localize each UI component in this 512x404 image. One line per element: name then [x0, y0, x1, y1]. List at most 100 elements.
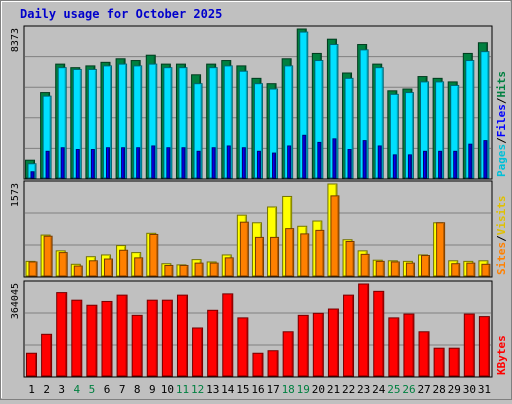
bar-sites-body — [73, 265, 83, 277]
bar-pages-day-17 — [272, 152, 277, 179]
chart-title: Daily usage for October 2025 — [20, 7, 222, 21]
bar-sites-day-26 — [405, 262, 415, 277]
bar-sites-day-8 — [134, 257, 144, 277]
bar-kbytes-day-19 — [297, 314, 309, 377]
x-tick-label-day-24: 24 — [372, 383, 386, 396]
bar-pages-day-13 — [211, 147, 216, 179]
bar-kbytes-day-10 — [161, 299, 173, 377]
bar-sites-day-31 — [481, 263, 491, 277]
bar-kbytes-day-26 — [403, 313, 415, 377]
bar-kbytes-body — [161, 299, 173, 377]
bar-kbytes-body — [297, 314, 309, 377]
bar-kbytes-body — [282, 331, 294, 377]
bar-pages-day-22 — [347, 149, 352, 179]
bar-sites-body — [390, 261, 400, 277]
bar-sites-body — [103, 258, 113, 277]
x-tick-label-day-11: 11 — [176, 383, 189, 396]
bar-sites-day-27 — [421, 255, 431, 277]
bar-sites-day-4 — [73, 265, 83, 277]
bar-kbytes-day-22 — [343, 294, 355, 377]
x-tick-label-day-21: 21 — [327, 383, 340, 396]
bar-kbytes-body — [312, 312, 324, 377]
bar-kbytes-day-9 — [146, 299, 158, 377]
y-axis-label-part: Sites — [495, 242, 508, 275]
bar-kbytes-body — [56, 292, 68, 377]
bar-sites-day-16 — [254, 236, 264, 277]
bar-sites-body — [345, 240, 355, 277]
bar-kbytes-body — [131, 314, 143, 377]
x-tick-label-day-28: 28 — [433, 383, 446, 396]
x-tick-label-day-25: 25 — [387, 383, 400, 396]
y-max-label: 8373 — [10, 28, 21, 52]
bar-kbytes-body — [478, 316, 490, 377]
bar-kbytes-body — [373, 290, 385, 377]
bar-sites-day-13 — [209, 262, 219, 277]
bar-pages-day-14 — [226, 145, 231, 179]
bar-kbytes-day-29 — [448, 347, 460, 377]
bar-pages-day-5 — [90, 149, 95, 179]
bar-kbytes-body — [176, 294, 188, 377]
x-tick-label-day-14: 14 — [221, 383, 235, 396]
x-tick-label-day-4: 4 — [74, 383, 81, 396]
bar-kbytes-body — [116, 294, 128, 377]
bar-kbytes-day-15 — [237, 317, 249, 377]
bar-sites-body — [43, 235, 53, 277]
bar-kbytes-day-27 — [418, 331, 430, 377]
bar-pages-day-8 — [136, 147, 141, 179]
x-tick-label-day-2: 2 — [43, 383, 50, 396]
bar-sites-body — [481, 263, 491, 277]
bar-kbytes-body — [388, 317, 400, 377]
bar-sites-day-17 — [270, 236, 280, 277]
bar-kbytes-day-25 — [388, 317, 400, 377]
x-tick-label-day-1: 1 — [28, 383, 35, 396]
bar-sites-body — [300, 233, 310, 277]
x-tick-label-day-3: 3 — [58, 383, 65, 396]
bar-sites-body — [119, 249, 129, 277]
y-axis-label: KBytes — [495, 335, 508, 375]
x-tick-label-day-10: 10 — [161, 383, 174, 396]
bar-sites-day-28 — [436, 222, 446, 277]
bar-kbytes-day-21 — [327, 308, 339, 377]
bar-sites-day-3 — [58, 252, 68, 277]
bar-sites-body — [436, 222, 446, 277]
bar-sites-day-10 — [164, 264, 174, 277]
x-tick-label-day-9: 9 — [149, 383, 156, 396]
bar-kbytes-day-7 — [116, 294, 128, 377]
bar-kbytes-day-2 — [41, 333, 53, 377]
bar-pages-day-20 — [317, 141, 322, 179]
bar-pages-day-25 — [392, 154, 397, 179]
bar-sites-day-12 — [194, 262, 204, 277]
bar-pages-day-6 — [105, 147, 110, 179]
bar-sites-body — [28, 261, 38, 277]
x-tick-label-day-8: 8 — [134, 383, 141, 396]
bar-sites-body — [239, 221, 249, 277]
bar-kbytes-body — [403, 313, 415, 377]
x-tick-label-day-27: 27 — [417, 383, 430, 396]
bar-sites-day-20 — [315, 229, 325, 277]
bar-pages-day-28 — [438, 150, 443, 179]
bar-sites-day-1 — [28, 261, 38, 277]
bar-pages-day-11 — [181, 147, 186, 179]
bar-pages-day-26 — [407, 154, 412, 179]
bar-sites-day-24 — [375, 260, 385, 277]
x-tick-label-day-13: 13 — [206, 383, 219, 396]
y-max-label: 1573 — [10, 183, 21, 207]
bar-kbytes-body — [448, 347, 460, 377]
bar-sites-body — [421, 255, 431, 277]
bar-pages-day-10 — [166, 147, 171, 179]
x-tick-label-day-31: 31 — [478, 383, 491, 396]
bar-sites-body — [194, 262, 204, 277]
bar-kbytes-body — [41, 333, 53, 377]
bar-kbytes-day-20 — [312, 312, 324, 377]
bar-kbytes-day-14 — [222, 293, 234, 377]
bar-kbytes-body — [26, 352, 37, 377]
bar-pages-day-19 — [302, 134, 307, 179]
bar-sites-day-6 — [103, 258, 113, 277]
bar-sites-day-7 — [119, 249, 129, 277]
bar-sites-day-19 — [300, 233, 310, 277]
bar-sites-body — [254, 236, 264, 277]
bar-sites-body — [179, 264, 189, 277]
bar-pages-day-3 — [60, 147, 65, 179]
